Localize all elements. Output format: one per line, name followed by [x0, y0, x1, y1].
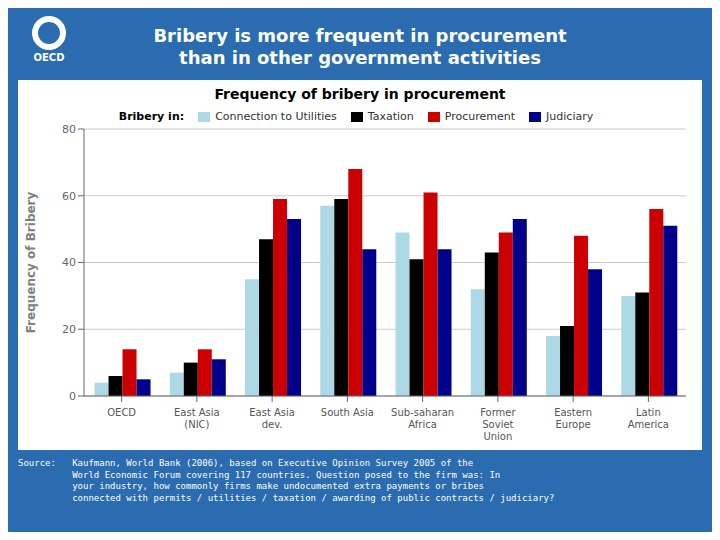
svg-text:South Asia: South Asia	[321, 407, 374, 418]
html-text:Taxation: Taxation	[367, 110, 414, 123]
html-text:Judiciary: Judiciary	[546, 110, 594, 123]
html-text:Bribery is more frequent in pr: Bribery is more frequent in procurement …	[153, 24, 567, 68]
svg-text:80: 80	[62, 123, 76, 136]
html-text:Bribery in:: Bribery in:	[118, 110, 185, 123]
svg-text:20: 20	[62, 323, 76, 336]
svg-text:40: 40	[62, 256, 76, 269]
html-text:Procurement: Procurement	[444, 110, 516, 123]
svg-text:0: 0	[69, 390, 76, 403]
html-text:Connection to Utilities: Connection to Utilities	[215, 110, 337, 123]
html-text:OECD: OECD	[33, 52, 65, 63]
svg-text:East Asiadev.: East Asiadev.	[249, 407, 295, 430]
svg-text:60: 60	[62, 190, 76, 203]
svg-text:East Asia(NIC): East Asia(NIC)	[174, 407, 220, 430]
html-text:Frequency of bribery in procur: Frequency of bribery in procurement	[214, 86, 506, 102]
svg-text:OECD: OECD	[107, 407, 136, 418]
svg-text:EasternEurope: EasternEurope	[554, 407, 592, 430]
svg-text:LatinAmerica: LatinAmerica	[628, 407, 669, 430]
html-text:Source: Kaufmann, World Bank (: Source: Kaufmann, World Bank (2006), bas…	[18, 458, 555, 504]
svg-text:Sub-saharanAfrica: Sub-saharanAfrica	[391, 407, 454, 430]
svg-text:Frequency of Bribery: Frequency of Bribery	[24, 191, 38, 333]
svg-text:FormerSovietUnion: FormerSovietUnion	[480, 407, 516, 442]
